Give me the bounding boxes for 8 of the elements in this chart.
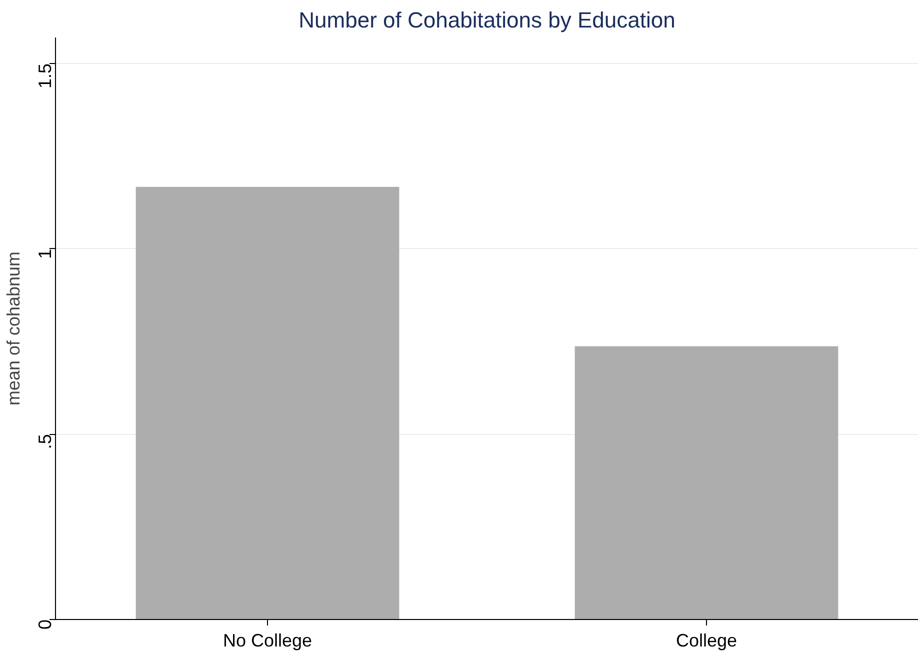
y-tick-label: 0 [35, 619, 55, 630]
y-axis-title: mean of cohabnum [4, 251, 24, 406]
x-tick-label: No College [222, 630, 312, 650]
y-tick-label: .5 [35, 434, 55, 450]
y-tick-label: 1 [35, 248, 55, 259]
y-tick-label: 1.5 [35, 63, 55, 88]
x-tick-label: College [676, 630, 738, 650]
chart-title: Number of Cohabitations by Education [298, 8, 676, 32]
